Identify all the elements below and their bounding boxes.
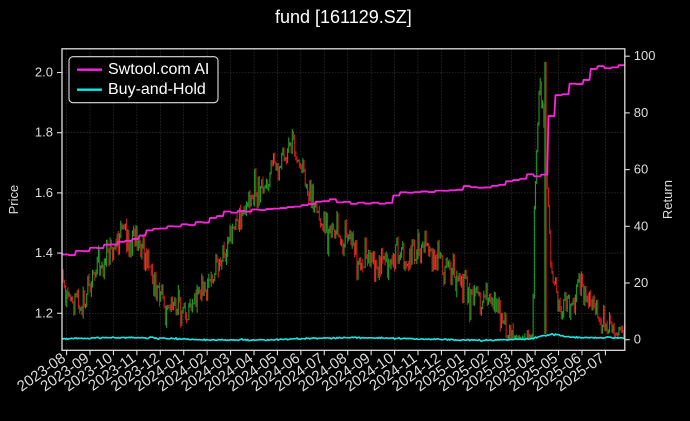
svg-text:1.8: 1.8 [35,125,53,140]
svg-text:80: 80 [634,105,648,120]
svg-text:1.2: 1.2 [35,305,53,320]
svg-text:1.4: 1.4 [35,245,53,260]
svg-text:40: 40 [634,218,648,233]
svg-text:Swtool.com AI: Swtool.com AI [108,61,209,78]
svg-text:2.0: 2.0 [35,65,53,80]
svg-text:Price: Price [6,185,21,215]
svg-text:60: 60 [634,162,648,177]
svg-text:0: 0 [634,332,641,347]
svg-text:100: 100 [634,48,656,63]
svg-text:20: 20 [634,275,648,290]
svg-text:Buy-and-Hold: Buy-and-Hold [108,81,206,98]
svg-text:1.6: 1.6 [35,185,53,200]
svg-text:Return: Return [660,180,675,219]
